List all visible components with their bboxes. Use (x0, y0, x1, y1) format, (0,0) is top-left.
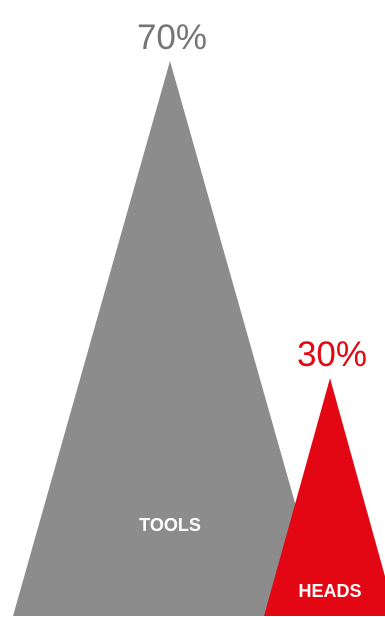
chart-value-labels: 70% 30% (137, 18, 367, 374)
triangle-mark-heads (264, 378, 385, 616)
chart-marks (13, 61, 385, 616)
value-label-heads: 30% (297, 335, 367, 374)
category-label-heads: HEADS (298, 581, 361, 601)
triangle-mark-tools (13, 61, 327, 616)
category-label-tools: TOOLS (139, 515, 201, 535)
chart-category-labels: TOOLS HEADS (139, 515, 361, 601)
value-label-tools: 70% (137, 18, 207, 57)
